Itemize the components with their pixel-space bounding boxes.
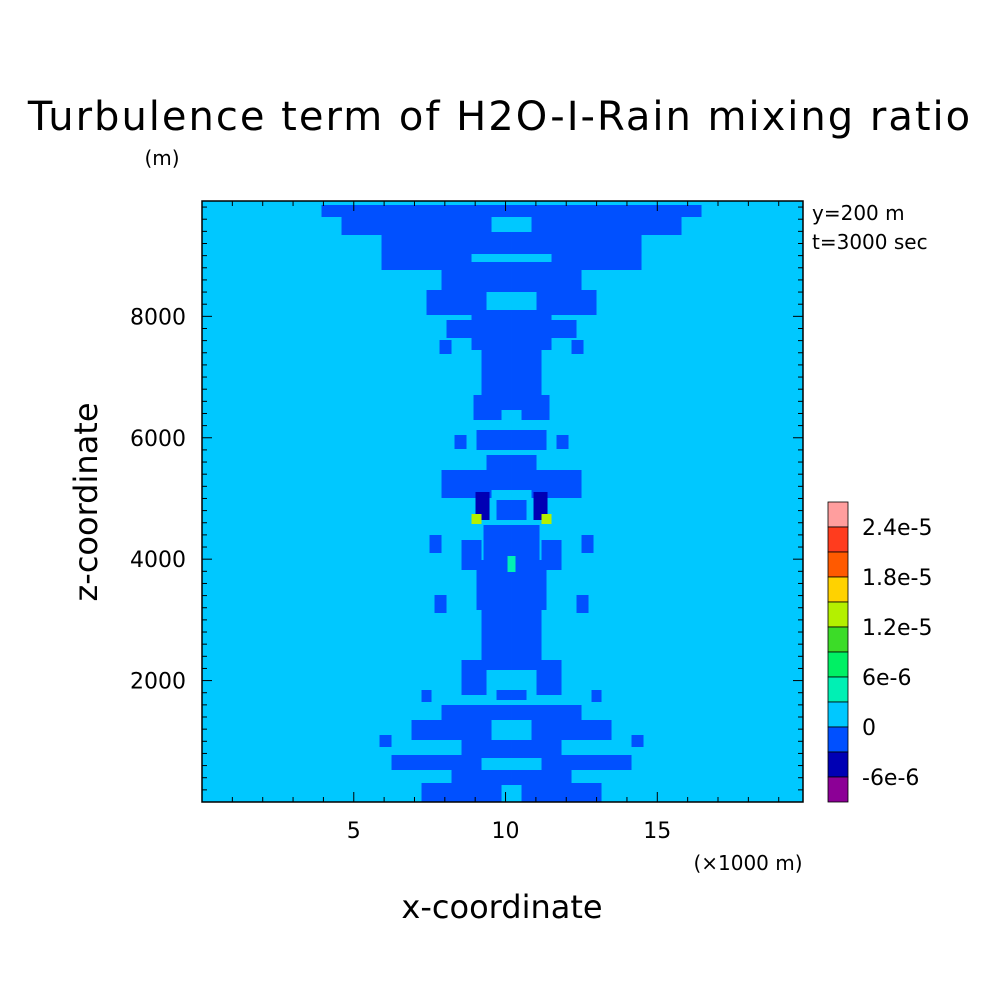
strong-negative-region bbox=[475, 492, 490, 520]
minor-ticks bbox=[202, 201, 803, 802]
colorbar-swatch bbox=[827, 676, 849, 703]
negative-region bbox=[511, 770, 572, 785]
negative-region bbox=[483, 525, 512, 565]
negative-region bbox=[571, 340, 584, 354]
colorbar-swatch bbox=[827, 726, 849, 753]
negative-region bbox=[321, 205, 512, 217]
y-tick-label: 8000 bbox=[130, 305, 186, 330]
negative-region bbox=[581, 535, 594, 553]
negative-region bbox=[531, 215, 682, 235]
colorbar-swatch bbox=[827, 651, 849, 678]
colorbar-swatch bbox=[827, 751, 849, 778]
negative-region bbox=[511, 232, 642, 254]
annotation-y: y=200 m bbox=[812, 201, 905, 225]
positive-peak bbox=[471, 514, 482, 524]
negative-region bbox=[461, 740, 512, 758]
colorbar-label: -6e-6 bbox=[862, 766, 919, 791]
negative-region bbox=[631, 735, 644, 747]
colorbar-swatch bbox=[827, 701, 849, 728]
negative-region bbox=[381, 232, 512, 254]
negative-region bbox=[511, 430, 547, 450]
negative-region bbox=[576, 595, 589, 613]
negative-region bbox=[496, 500, 512, 520]
x-axis-label: x-coordinate bbox=[401, 888, 602, 926]
colorbar-swatch bbox=[827, 551, 849, 578]
negative-region bbox=[556, 435, 569, 449]
negative-region bbox=[591, 690, 602, 702]
negative-region bbox=[434, 595, 447, 613]
y-tick-label: 4000 bbox=[130, 548, 186, 573]
colorbar-swatch bbox=[827, 601, 849, 628]
negative-region bbox=[446, 320, 482, 338]
negative-region bbox=[536, 660, 562, 695]
negative-region bbox=[421, 783, 502, 802]
annotation-t: t=3000 sec bbox=[812, 230, 928, 254]
x-axis-unit: (×1000 m) bbox=[693, 851, 802, 875]
negative-region bbox=[439, 340, 452, 354]
chart-title: Turbulence term of H2O-I-Rain mixing rat… bbox=[27, 94, 972, 140]
y-ticks: 2000 4000 6000 8000 bbox=[130, 305, 186, 694]
colorbar: 2.4e-5 1.8e-5 1.2e-5 6e-6 0 -6e-6 bbox=[827, 501, 932, 803]
negative-region bbox=[476, 560, 512, 610]
y-tick-label: 6000 bbox=[130, 427, 186, 452]
positive-peak bbox=[541, 514, 552, 524]
colorbar-swatch bbox=[827, 501, 849, 528]
contour-field bbox=[202, 201, 803, 802]
x-ticks: 5 10 15 bbox=[347, 819, 672, 844]
negative-region bbox=[461, 660, 487, 695]
negative-region bbox=[511, 500, 527, 520]
negative-region bbox=[429, 535, 442, 553]
negative-region bbox=[511, 560, 547, 610]
negative-region bbox=[441, 705, 512, 720]
x-tick-label: 15 bbox=[643, 819, 671, 844]
negative-region bbox=[496, 690, 512, 700]
colorbar-label: 1.8e-5 bbox=[862, 566, 932, 591]
plot-frame bbox=[201, 200, 804, 803]
negative-region bbox=[521, 783, 602, 802]
colorbar-swatch bbox=[827, 776, 849, 803]
negative-region bbox=[511, 262, 582, 292]
colorbar-swatch bbox=[827, 626, 849, 653]
negative-region bbox=[541, 755, 632, 770]
colorbar-swatch bbox=[827, 526, 849, 553]
colorbar-swatch bbox=[827, 576, 849, 603]
colorbar-label: 2.4e-5 bbox=[862, 516, 932, 541]
colorbar-label: 6e-6 bbox=[862, 666, 911, 691]
negative-region bbox=[511, 525, 540, 565]
x-tick-label: 5 bbox=[347, 819, 361, 844]
negative-region bbox=[476, 430, 512, 450]
negative-region bbox=[473, 395, 502, 420]
positive-region bbox=[507, 556, 516, 572]
negative-region bbox=[541, 320, 577, 338]
y-axis-label: z-coordinate bbox=[67, 402, 105, 601]
strong-negative-region bbox=[533, 492, 548, 520]
x-tick-label: 10 bbox=[492, 819, 520, 844]
negative-region bbox=[451, 770, 512, 785]
negative-region bbox=[511, 690, 527, 700]
negative-region bbox=[391, 755, 482, 770]
negative-region bbox=[521, 395, 550, 420]
negative-region bbox=[531, 720, 612, 740]
negative-region bbox=[411, 720, 492, 740]
negative-region bbox=[421, 690, 432, 702]
colorbar-label: 0 bbox=[862, 716, 876, 741]
negative-region bbox=[511, 205, 702, 217]
negative-region bbox=[441, 262, 512, 292]
negative-region bbox=[511, 740, 562, 758]
negative-region bbox=[379, 735, 392, 747]
negative-region bbox=[511, 705, 582, 720]
y-axis-unit: (m) bbox=[144, 146, 179, 170]
y-tick-label: 2000 bbox=[130, 670, 186, 695]
negative-region bbox=[454, 435, 467, 449]
negative-region bbox=[341, 215, 492, 235]
colorbar-label: 1.2e-5 bbox=[862, 616, 932, 641]
